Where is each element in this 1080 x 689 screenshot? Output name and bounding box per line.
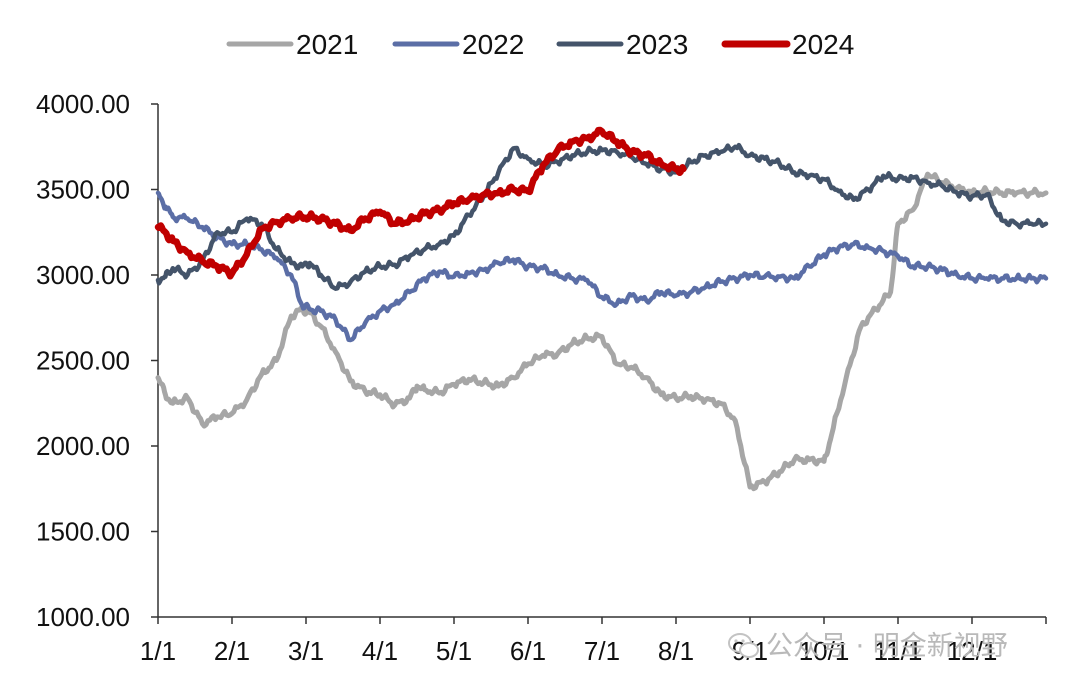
x-tick-label: 10/1 — [799, 636, 850, 666]
x-tick-label: 6/1 — [510, 636, 546, 666]
series-line-2021 — [155, 171, 1049, 492]
y-axis-ticks — [151, 103, 1047, 624]
wechat-icon — [728, 633, 759, 658]
y-tick-label: 3500.00 — [36, 175, 130, 205]
x-tick-label: 5/1 — [436, 636, 472, 666]
watermark-text: 公众号 · 明金新视野 — [766, 631, 1008, 662]
legend: 2021 2022 2023 2024 — [226, 29, 854, 60]
series-line-2022 — [155, 190, 1049, 343]
x-tick-label: 8/1 — [658, 636, 694, 666]
x-tick-label: 4/1 — [362, 636, 398, 666]
x-tick-label: 11/1 — [874, 636, 923, 666]
x-tick-label: 12/1 — [947, 636, 998, 666]
y-tick-labels: 4000.00 3500.00 3000.00 2500.00 2000.00 1500.… — [36, 89, 130, 632]
legend-label-2023: 2023 — [626, 29, 688, 60]
y-tick-label: 1000.00 — [36, 602, 130, 632]
series-line-2023 — [155, 142, 1049, 291]
legend-label-2022: 2022 — [462, 29, 524, 60]
x-tick-label: 3/1 — [288, 636, 324, 666]
watermark: 公众号 · 明金新视野 — [728, 631, 1008, 662]
series-lines — [154, 126, 1049, 492]
x-tick-label: 7/1 — [584, 636, 620, 666]
legend-label-2024: 2024 — [792, 29, 854, 60]
y-tick-label: 2500.00 — [36, 346, 130, 376]
series-line-2024 — [154, 126, 687, 280]
y-tick-label: 4000.00 — [36, 89, 130, 119]
legend-label-2021: 2021 — [296, 29, 358, 60]
x-tick-label: 2/1 — [214, 636, 250, 666]
y-tick-label: 2000.00 — [36, 431, 130, 461]
axes — [157, 104, 1046, 618]
y-tick-label: 1500.00 — [36, 517, 130, 547]
y-tick-label: 3000.00 — [36, 260, 130, 290]
x-tick-label: 1/1 — [140, 636, 176, 666]
